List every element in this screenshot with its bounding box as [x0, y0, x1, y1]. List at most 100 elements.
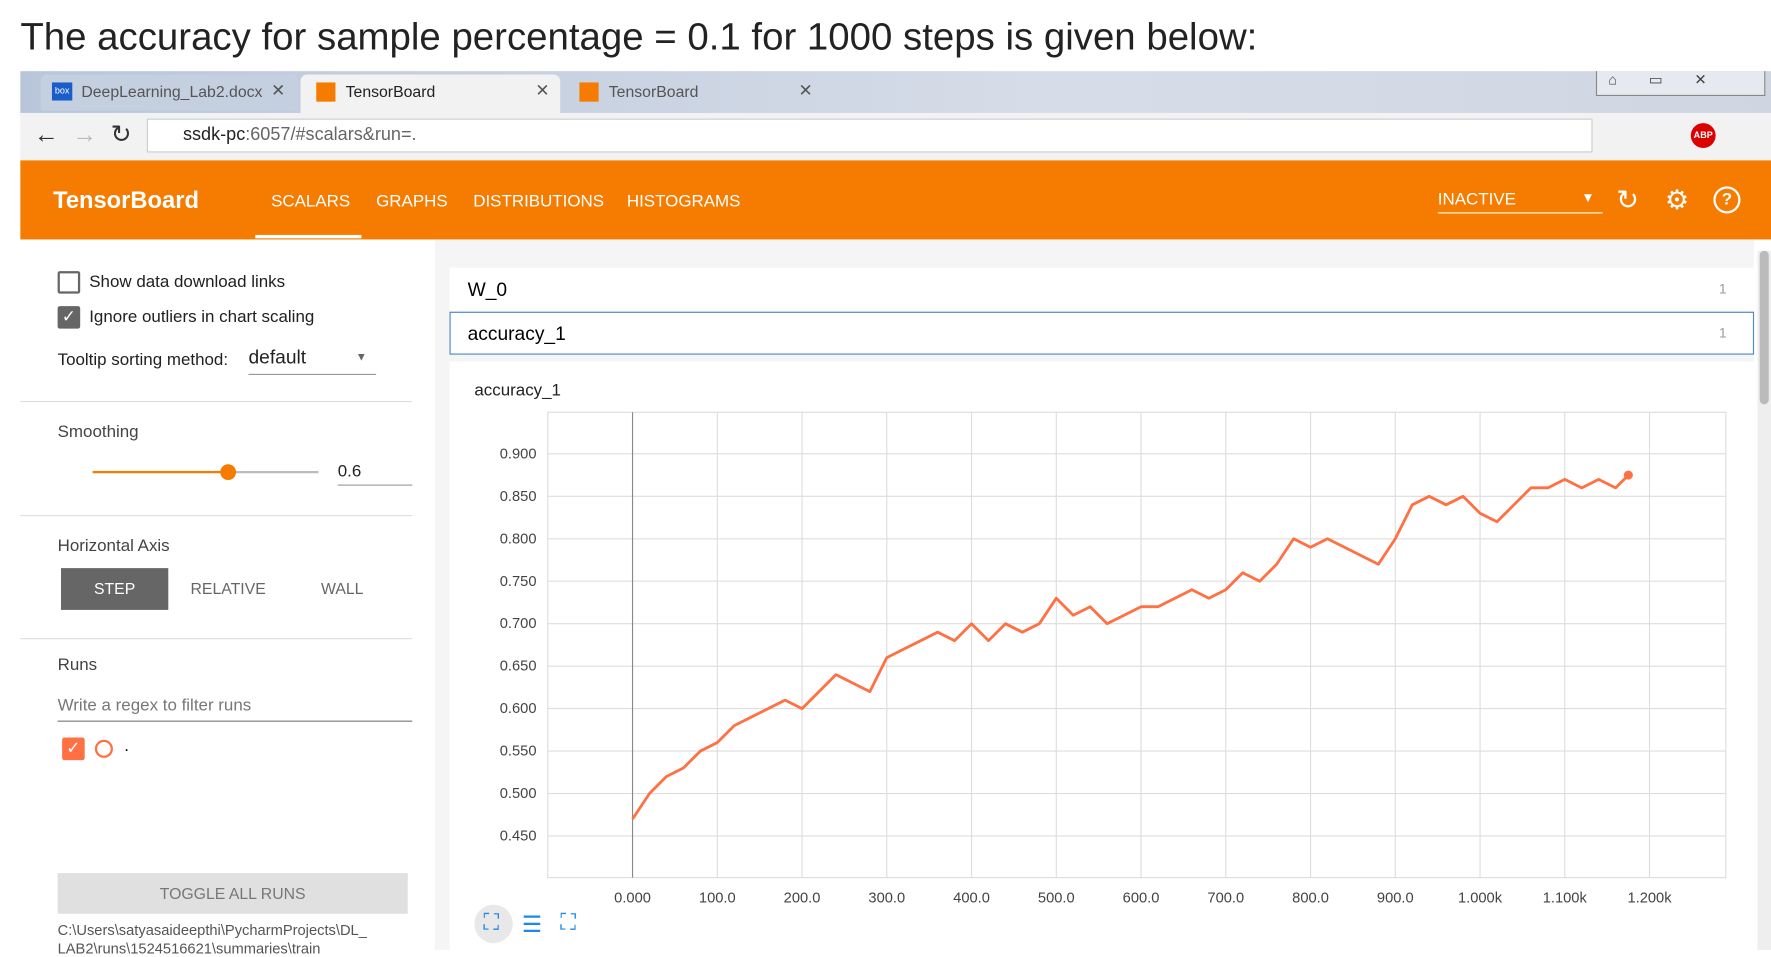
dropdown-arrow: ▼ — [1581, 189, 1595, 206]
y-tick-label: 0.650 — [500, 659, 537, 675]
expand-icon[interactable]: ⛶ — [560, 910, 577, 936]
tooltip-select[interactable]: default — [248, 347, 377, 375]
tab-close[interactable]: ✕ — [271, 81, 286, 101]
adblock-icon[interactable]: ABP — [1690, 123, 1716, 148]
toggle-runs[interactable]: TOGGLE ALL RUNS — [57, 873, 408, 914]
y-tick-label: 0.700 — [500, 616, 537, 632]
run-state[interactable]: INACTIVE — [1437, 190, 1603, 214]
tab-close[interactable]: ✕ — [535, 81, 550, 101]
x-tick-label: 700.0 — [1207, 890, 1244, 906]
last-point — [1623, 470, 1633, 480]
nav-tab[interactable]: DISTRIBUTIONS — [473, 192, 605, 212]
x-tick-label: 800.0 — [1292, 890, 1329, 906]
run-color[interactable] — [94, 739, 113, 758]
url-host: ssdk-pc — [182, 125, 246, 145]
reload-button[interactable]: ↻ — [110, 119, 132, 148]
divider — [20, 515, 413, 517]
refresh-icon[interactable]: ↻ — [1616, 185, 1639, 216]
url: ssdk-pc:6057/#scalars&run=. — [183, 125, 417, 145]
slider-fill — [92, 470, 229, 474]
x-tick-label: 200.0 — [784, 890, 821, 906]
select-arrow: ▼ — [355, 351, 367, 364]
axis-option[interactable]: WALL — [320, 579, 364, 598]
x-tick-label: 300.0 — [868, 890, 905, 906]
section-header[interactable] — [449, 267, 1755, 311]
heading: The accuracy for sample percentage = 0.1… — [20, 15, 1258, 59]
settings-icon[interactable]: ⚙ — [1664, 185, 1690, 216]
section-name: accuracy_1 — [467, 323, 566, 345]
smoothing-label: Smoothing — [57, 422, 139, 442]
checkbox-checked[interactable]: ✓ — [57, 306, 81, 329]
app-name: TensorBoard — [53, 187, 199, 214]
runs-filter[interactable]: Write a regex to filter runs — [57, 696, 413, 722]
toolbar — [20, 160, 1771, 240]
nav-tab[interactable]: GRAPHS — [376, 192, 448, 212]
plot-frame — [547, 411, 1727, 879]
scrollbar — [1757, 250, 1771, 950]
y-tick-label: 0.900 — [500, 446, 537, 462]
log-path: C:\Users\satyasaideepthi\PycharmProjects… — [57, 921, 367, 939]
tab-icon — [316, 82, 336, 102]
tab-active[interactable] — [300, 74, 561, 113]
list-icon[interactable]: ☰ — [521, 912, 543, 938]
y-tick-label: 0.850 — [500, 489, 537, 505]
chart-card — [449, 361, 1755, 950]
x-tick-label: 1.200k — [1628, 890, 1673, 906]
checkbox-label: Show data download links — [89, 272, 286, 292]
slider-handle[interactable] — [220, 464, 237, 481]
scrollbar-thumb[interactable] — [1759, 250, 1769, 405]
tab-title: TensorBoard — [345, 82, 436, 101]
x-tick-label: 900.0 — [1377, 890, 1414, 906]
window-controls[interactable]: ⌂▭✕ — [1595, 71, 1766, 97]
y-tick-label: 0.450 — [500, 828, 537, 844]
y-tick-label: 0.600 — [500, 701, 537, 717]
tab[interactable] — [40, 74, 299, 111]
tab-icon: box — [51, 82, 73, 101]
run-checkbox[interactable]: ✓ — [62, 737, 85, 761]
slider-track — [228, 470, 319, 474]
nav-tab[interactable]: SCALARS — [271, 192, 351, 212]
forward-button[interactable]: → — [72, 119, 98, 148]
tab-title: TensorBoard — [608, 82, 699, 101]
axis-option[interactable]: RELATIVE — [190, 579, 266, 598]
smoothing-input[interactable]: 0.6 — [337, 462, 413, 486]
x-tick-label: 100.0 — [699, 890, 736, 906]
back-button[interactable]: ← — [33, 119, 59, 148]
chart-title: accuracy_1 — [474, 380, 561, 399]
divider — [20, 400, 413, 403]
run-name: . — [124, 736, 129, 756]
x-tick-label: 1.100k — [1543, 890, 1588, 906]
checkbox-label: Ignore outliers in chart scaling — [89, 307, 315, 327]
address-bar[interactable] — [146, 118, 1593, 153]
y-tick-label: 0.550 — [500, 744, 537, 760]
x-tick-label: 1.000k — [1458, 890, 1503, 906]
axis-label: Horizontal Axis — [57, 536, 170, 556]
url-path: :6057/#scalars&run=. — [245, 125, 417, 145]
icon-bg — [474, 904, 513, 944]
y-tick-label: 0.500 — [500, 786, 537, 802]
section-name: W_0 — [467, 278, 508, 301]
checkbox[interactable] — [57, 271, 81, 294]
tooltip-label: Tooltip sorting method: — [57, 350, 229, 370]
tab-icon — [579, 82, 599, 102]
tab-title: DeepLearning_Lab2.docx — [81, 82, 263, 101]
x-tick-label: 600.0 — [1123, 890, 1160, 906]
y-tick-label: 0.800 — [500, 531, 537, 547]
tab-close[interactable]: ✕ — [798, 81, 813, 101]
fit-icon[interactable]: ⛶ — [483, 910, 500, 936]
divider — [20, 638, 413, 640]
help-icon[interactable]: ? — [1713, 186, 1741, 214]
runs-label: Runs — [57, 655, 98, 675]
x-tick-label: 0.000 — [614, 890, 651, 906]
nav-tab[interactable]: HISTOGRAMS — [626, 192, 741, 212]
x-tick-label: 500.0 — [1038, 890, 1075, 906]
nav-underline — [255, 234, 362, 239]
section-count: 1 — [1719, 325, 1727, 342]
section-count: 1 — [1719, 281, 1727, 298]
axis-option-selected[interactable]: STEP — [60, 568, 169, 610]
y-tick-label: 0.750 — [500, 574, 537, 590]
data-line — [631, 474, 1630, 820]
section-header[interactable] — [449, 311, 1755, 355]
